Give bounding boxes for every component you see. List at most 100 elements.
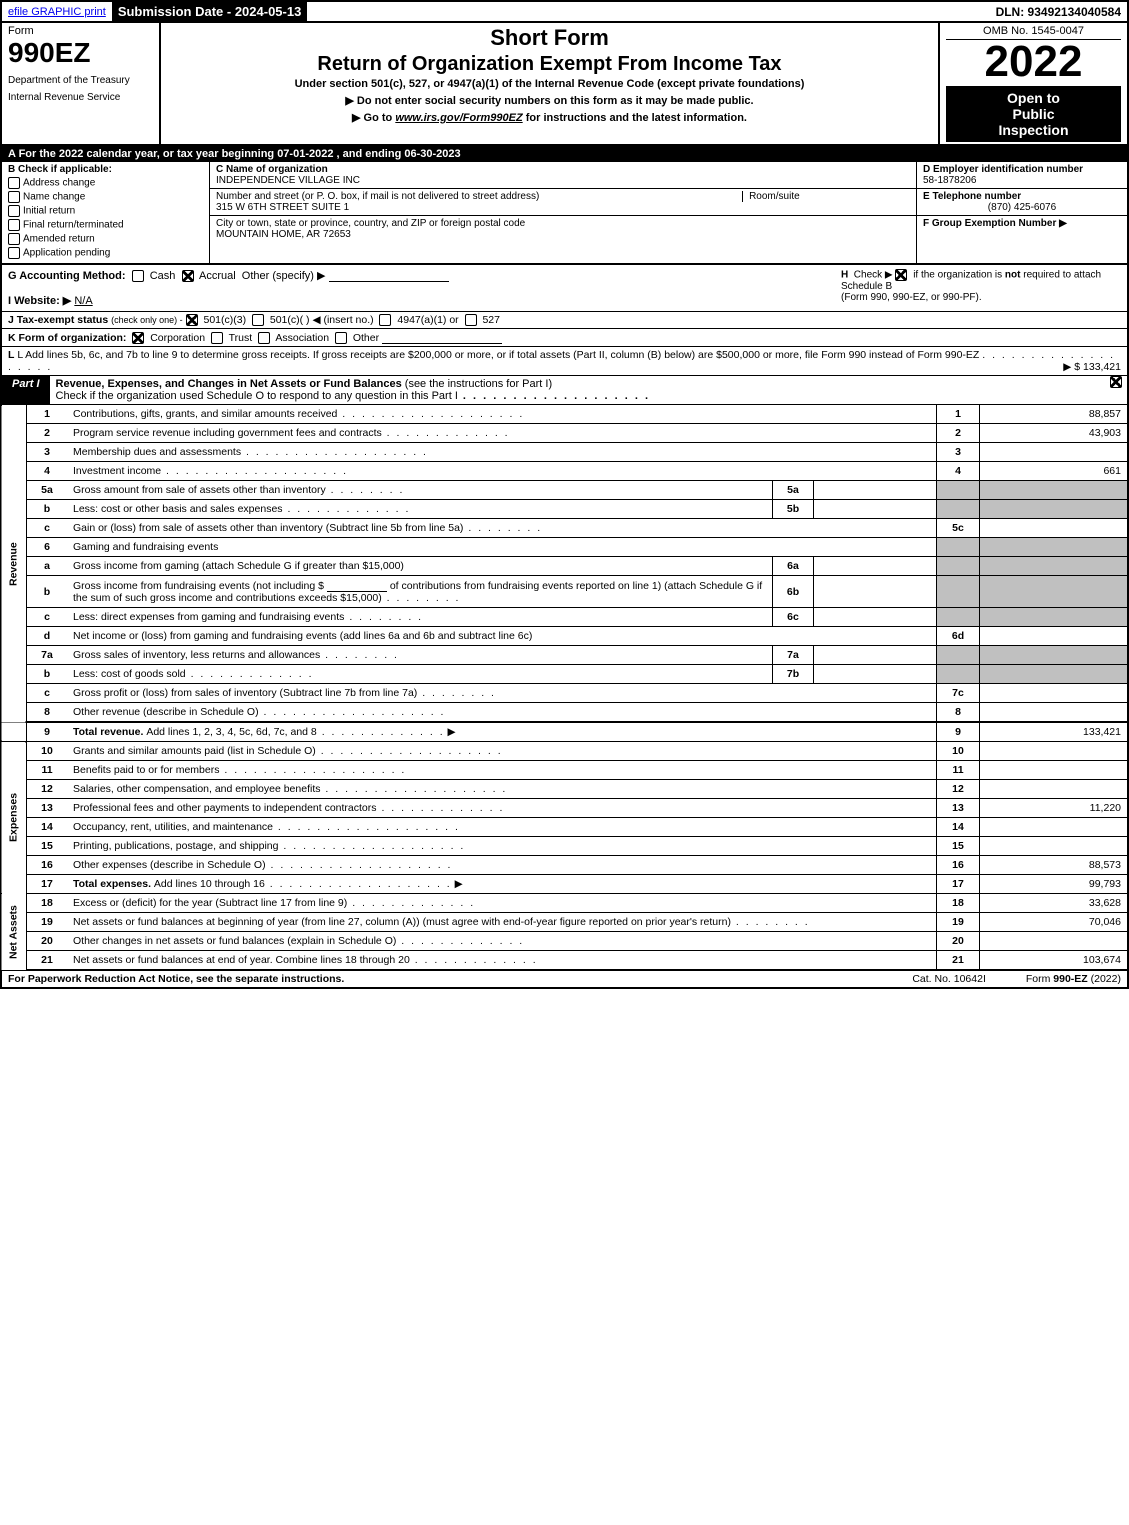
label-other-org: Other (353, 332, 379, 344)
label-form-org: K Form of organization: (8, 332, 126, 344)
line-6a-sn: 6a (773, 557, 814, 576)
label-final-return: Final return/terminated (23, 220, 124, 231)
line-1-amt: 88,857 (980, 405, 1129, 424)
checkbox-527[interactable] (465, 314, 477, 326)
label-accrual: Accrual (199, 270, 236, 282)
checkbox-amended[interactable] (8, 233, 20, 245)
line-7b-num: b (27, 665, 68, 684)
under-section: Under section 501(c), 527, or 4947(a)(1)… (169, 78, 930, 90)
line-6a-amt-grey (980, 557, 1129, 576)
line-6a-num: a (27, 557, 68, 576)
line-12-desc: Salaries, other compensation, and employ… (73, 783, 320, 795)
line-5b-num: b (27, 500, 68, 519)
line-1-ref: 1 (937, 405, 980, 424)
footer-cat: Cat. No. 10642I (912, 973, 986, 985)
checkbox-trust[interactable] (211, 332, 223, 344)
phone-value: (870) 425-6076 (923, 202, 1121, 213)
label-tax-exempt: J Tax-exempt status (8, 314, 108, 326)
part1-check-line: Check if the organization used Schedule … (56, 390, 458, 402)
line-6b-desc1: Gross income from fundraising events (no… (73, 580, 324, 592)
line-7a-amt-grey (980, 646, 1129, 665)
part1-tab: Part I (2, 376, 50, 404)
label-accounting: G Accounting Method: (8, 270, 126, 282)
box-k: K Form of organization: Corporation Trus… (0, 329, 1129, 347)
checkbox-501c3[interactable] (186, 314, 198, 326)
info-grid: B Check if applicable: Address change Na… (0, 162, 1129, 265)
line-21-ref: 21 (937, 951, 980, 970)
line-7b-sn: 7b (773, 665, 814, 684)
checkbox-corporation[interactable] (132, 332, 144, 344)
line-9-amt: 133,421 (980, 722, 1129, 742)
line-13-amt: 11,220 (980, 799, 1129, 818)
line-8-ref: 8 (937, 703, 980, 723)
line-7b-ref-grey (937, 665, 980, 684)
line-19-ref: 19 (937, 913, 980, 932)
line-7a-desc: Gross sales of inventory, less returns a… (73, 649, 320, 661)
checkbox-address-change[interactable] (8, 177, 20, 189)
line-14-amt (980, 818, 1129, 837)
line-6c-desc: Less: direct expenses from gaming and fu… (73, 611, 344, 623)
label-street: Number and street (or P. O. box, if mail… (216, 191, 539, 202)
line-4-desc: Investment income (73, 465, 161, 477)
irs-link[interactable]: www.irs.gov/Form990EZ (395, 112, 522, 124)
line-7a-num: 7a (27, 646, 68, 665)
line-8-amt (980, 703, 1129, 723)
goto-line: ▶ Go to www.irs.gov/Form990EZ for instru… (169, 111, 930, 124)
line-7a-ref-grey (937, 646, 980, 665)
line-6a-ref-grey (937, 557, 980, 576)
checkbox-501c[interactable] (252, 314, 264, 326)
header-center: Short Form Return of Organization Exempt… (161, 23, 940, 144)
checkbox-initial-return[interactable] (8, 205, 20, 217)
label-amended: Amended return (23, 234, 95, 245)
line-6b-num: b (27, 576, 68, 608)
lines-table: Revenue 1 Contributions, gifts, grants, … (0, 405, 1129, 970)
label-phone: E Telephone number (923, 191, 1021, 202)
line-9-desc2: Add lines 1, 2, 3, 4, 5c, 6d, 7c, and 8 (146, 726, 316, 738)
label-association: Association (275, 332, 329, 344)
checkbox-cash[interactable] (132, 270, 144, 282)
label-501c3: 501(c)(3) (203, 314, 246, 326)
l-text: L Add lines 5b, 6c, and 7b to line 9 to … (17, 349, 979, 361)
footer-left: For Paperwork Reduction Act Notice, see … (8, 973, 344, 985)
line-13-num: 13 (27, 799, 68, 818)
checkbox-h[interactable] (895, 269, 907, 281)
line-17-amt: 99,793 (980, 875, 1129, 894)
efile-print-link[interactable]: efile GRAPHIC print (2, 4, 112, 20)
checkbox-other-org[interactable] (335, 332, 347, 344)
checkbox-app-pending[interactable] (8, 247, 20, 259)
line-10-num: 10 (27, 742, 68, 761)
checkbox-name-change[interactable] (8, 191, 20, 203)
line-20-desc: Other changes in net assets or fund bala… (73, 935, 396, 947)
line-6d-ref: 6d (937, 627, 980, 646)
line-6c-num: c (27, 608, 68, 627)
label-other-method: Other (specify) ▶ (242, 270, 326, 282)
checkbox-accrual[interactable] (182, 270, 194, 282)
checkbox-association[interactable] (258, 332, 270, 344)
box-h: H Check ▶ if the organization is not req… (833, 269, 1121, 307)
line-21-num: 21 (27, 951, 68, 970)
line-2-num: 2 (27, 424, 68, 443)
line-6b-sn: 6b (773, 576, 814, 608)
dln: DLN: 93492134040584 (990, 3, 1127, 21)
label-trust: Trust (229, 332, 253, 344)
checkbox-final-return[interactable] (8, 219, 20, 231)
checkbox-4947[interactable] (379, 314, 391, 326)
box-def: D Employer identification number 58-1878… (917, 162, 1127, 263)
line-1-num: 1 (27, 405, 68, 424)
part1-header: Part I Revenue, Expenses, and Changes in… (0, 376, 1129, 405)
line-5b-desc: Less: cost or other basis and sales expe… (73, 503, 283, 515)
tax-exempt-sub: (check only one) - (111, 315, 183, 325)
goto-prefix: ▶ Go to (352, 112, 395, 124)
line-15-desc: Printing, publications, postage, and shi… (73, 840, 278, 852)
checkbox-schedule-o[interactable] (1110, 376, 1122, 388)
line-13-desc: Professional fees and other payments to … (73, 802, 377, 814)
line-2-ref: 2 (937, 424, 980, 443)
line-12-num: 12 (27, 780, 68, 799)
line-6c-ref-grey (937, 608, 980, 627)
return-title: Return of Organization Exempt From Incom… (169, 53, 930, 76)
line-10-ref: 10 (937, 742, 980, 761)
line-2-amt: 43,903 (980, 424, 1129, 443)
line-4-amt: 661 (980, 462, 1129, 481)
label-address-change: Address change (23, 178, 95, 189)
label-name-change: Name change (23, 192, 85, 203)
